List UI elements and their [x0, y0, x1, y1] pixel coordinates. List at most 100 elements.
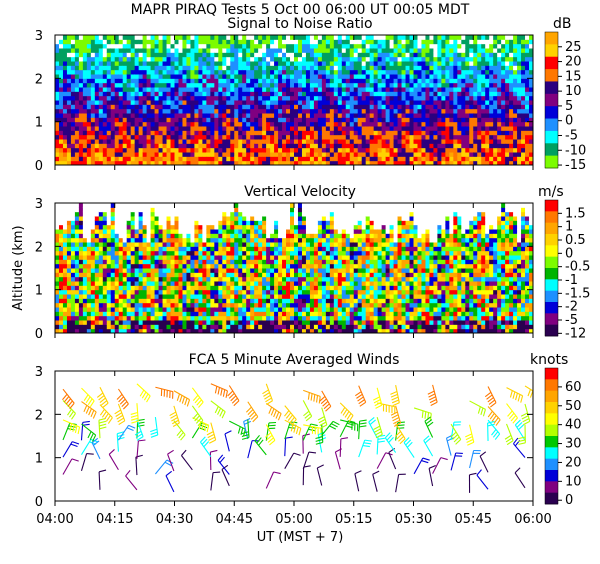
velocity-cell: [95, 212, 99, 217]
velocity-cell: [71, 203, 75, 208]
snr-cell: [382, 39, 386, 44]
velocity-cell: [175, 238, 179, 243]
snr-cell: [318, 65, 322, 70]
snr-cell: [234, 91, 238, 96]
snr-cell: [119, 113, 123, 118]
snr-cell: [457, 44, 461, 49]
snr-cell: [398, 87, 402, 92]
snr-cell: [182, 61, 186, 66]
velocity-cell: [131, 220, 135, 225]
snr-cell: [314, 156, 318, 161]
snr-cell: [246, 48, 250, 53]
velocity-cell: [190, 233, 194, 238]
snr-cell: [262, 83, 266, 88]
snr-cell: [222, 61, 226, 66]
snr-cell: [465, 139, 469, 144]
snr-cell: [274, 117, 278, 122]
snr-cell: [147, 65, 151, 70]
velocity-cell: [63, 272, 67, 277]
velocity-cell: [75, 264, 79, 269]
snr-cell: [91, 91, 95, 96]
snr-cell: [115, 78, 119, 83]
velocity-cell: [83, 251, 87, 256]
snr-cell: [59, 130, 63, 135]
snr-cell: [318, 44, 322, 49]
snr-cell: [398, 156, 402, 161]
snr-cell: [95, 61, 99, 66]
snr-cell: [477, 74, 481, 79]
snr-cell: [417, 100, 421, 105]
snr-cell: [501, 148, 505, 153]
snr-cell: [206, 91, 210, 96]
snr-cell: [99, 78, 103, 83]
snr-cell: [171, 65, 175, 70]
velocity-cell: [139, 264, 143, 269]
snr-cell: [71, 57, 75, 62]
velocity-cell: [159, 264, 163, 269]
velocity-cell: [135, 251, 139, 256]
snr-cell: [159, 104, 163, 109]
velocity-cell: [226, 246, 230, 251]
snr-cell: [135, 139, 139, 144]
velocity-cell: [75, 324, 79, 329]
snr-cell: [449, 48, 453, 53]
snr-cell: [230, 117, 234, 122]
snr-cell: [346, 61, 350, 66]
snr-cell: [250, 57, 254, 62]
snr-cell: [155, 148, 159, 153]
velocity-cell: [131, 303, 135, 308]
snr-cell: [366, 57, 370, 62]
snr-cell: [258, 130, 262, 135]
velocity-cell: [67, 225, 71, 230]
snr-cell: [378, 74, 382, 79]
snr-cell: [298, 52, 302, 57]
snr-cell: [465, 57, 469, 62]
snr-cell: [398, 65, 402, 70]
velocity-cell: [210, 251, 214, 256]
snr-cell: [175, 48, 179, 53]
snr-cell: [127, 156, 131, 161]
velocity-cell: [147, 281, 151, 286]
velocity-cell: [91, 246, 95, 251]
snr-cell: [123, 130, 127, 135]
snr-cell: [270, 78, 274, 83]
snr-cell: [107, 78, 111, 83]
snr-cell: [318, 143, 322, 148]
snr-cell: [71, 130, 75, 135]
snr-cell: [218, 156, 222, 161]
snr-cell: [314, 91, 318, 96]
snr-cell: [79, 39, 83, 44]
snr-cell: [111, 130, 115, 135]
velocity-cell: [226, 298, 230, 303]
velocity-cell: [55, 246, 59, 251]
velocity-cell: [127, 251, 131, 256]
velocity-cell: [175, 203, 179, 208]
snr-cell: [493, 139, 497, 144]
snr-cell: [194, 152, 198, 157]
velocity-cell: [182, 281, 186, 286]
velocity-cell: [194, 268, 198, 273]
snr-cell: [429, 126, 433, 131]
snr-cell: [242, 65, 246, 70]
snr-cell: [182, 156, 186, 161]
snr-cell: [505, 78, 509, 83]
velocity-cell: [202, 290, 206, 295]
snr-cell: [433, 83, 437, 88]
snr-cell: [318, 152, 322, 157]
velocity-cell: [123, 259, 127, 264]
velocity-cell: [99, 311, 103, 316]
velocity-cell: [119, 264, 123, 269]
velocity-cell: [210, 307, 214, 312]
snr-cell: [226, 87, 230, 92]
snr-cell: [441, 143, 445, 148]
snr-cell: [178, 83, 182, 88]
velocity-cell: [171, 272, 175, 277]
velocity-cell: [63, 246, 67, 251]
snr-cell: [119, 96, 123, 101]
snr-cell: [163, 122, 167, 127]
velocity-cell: [83, 316, 87, 321]
snr-cell: [350, 126, 354, 131]
snr-cell: [342, 61, 346, 66]
snr-cell: [155, 104, 159, 109]
snr-cell: [378, 122, 382, 127]
